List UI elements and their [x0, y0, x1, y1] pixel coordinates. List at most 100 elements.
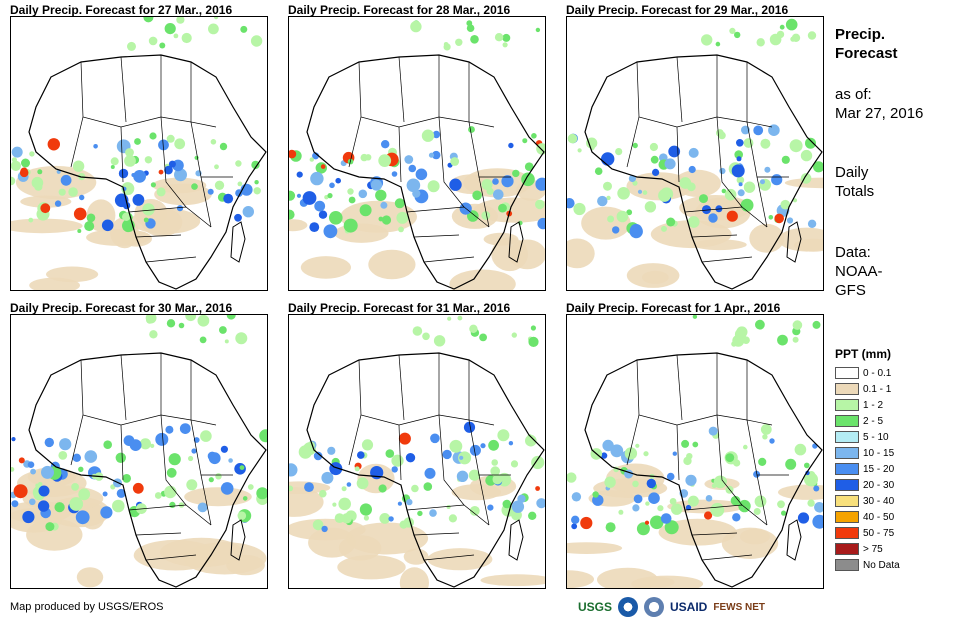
country-border [676, 56, 683, 123]
precip-cell [687, 495, 699, 507]
light-precip-area [480, 574, 545, 587]
legend-swatch [835, 511, 859, 523]
country-border [128, 206, 212, 228]
data-source-line1: Data: [835, 244, 871, 261]
panel-title: Daily Precip. Forecast for 27 Mar., 2016 [10, 3, 233, 17]
country-border [190, 62, 217, 128]
legend-swatch [835, 415, 859, 427]
precip-cell [69, 497, 84, 511]
precip-cell [181, 32, 192, 44]
precip-cell [777, 500, 785, 509]
precip-cell [150, 443, 155, 448]
precip-cell [632, 480, 639, 488]
precip-cell [807, 219, 817, 228]
legend-label: 5 - 10 [863, 431, 889, 443]
precip-cell [586, 137, 598, 149]
legend-swatch [835, 367, 859, 379]
precip-cell [415, 168, 428, 181]
precip-cell [102, 491, 108, 497]
precip-cell [58, 451, 68, 460]
light-precip-area [11, 218, 83, 234]
precip-cell [394, 198, 405, 209]
precip-cell [800, 149, 813, 162]
precip-cell [29, 498, 36, 506]
precip-cell [427, 180, 440, 193]
precip-cell [302, 191, 317, 205]
precip-cell [358, 189, 368, 199]
precip-cell [335, 177, 341, 184]
precip-cell [702, 205, 711, 215]
precip-cell [79, 194, 85, 201]
light-precip-area [674, 169, 721, 197]
precip-cell [31, 176, 44, 189]
precip-cell [169, 501, 176, 508]
precip-cell [600, 452, 608, 459]
precip-cell [406, 498, 413, 506]
precip-cell [224, 339, 229, 344]
precip-cell [381, 140, 390, 149]
precip-cell [388, 516, 394, 522]
precip-cell [240, 25, 248, 33]
precip-cell [165, 425, 174, 434]
panel-title: Daily Precip. Forecast for 30 Mar., 2016 [10, 301, 233, 315]
legend-swatch [835, 399, 859, 411]
precip-cell [391, 454, 404, 467]
precip-cell [28, 217, 34, 223]
precip-cell [199, 336, 207, 344]
precip-cell [45, 522, 55, 532]
precip-cell [448, 514, 457, 523]
precip-cell [320, 164, 326, 169]
precip-cell [380, 201, 388, 209]
country-border [200, 176, 212, 228]
precip-cell [463, 421, 476, 433]
country-border [701, 256, 753, 263]
precip-cell [446, 505, 451, 509]
precip-cell [122, 212, 131, 221]
precip-cell [666, 472, 675, 481]
legend-swatch [835, 543, 859, 555]
precip-cell [93, 144, 98, 149]
precip-cell [347, 188, 354, 195]
precip-cell [168, 453, 181, 466]
precip-cell [313, 451, 323, 461]
precip-cell [237, 181, 243, 187]
precip-cell [220, 482, 234, 495]
precip-cell [289, 209, 295, 220]
legend-item: 50 - 75 [835, 525, 894, 541]
precip-cell [346, 482, 352, 487]
precip-cell [60, 174, 72, 186]
precip-cell [251, 160, 260, 170]
precip-cell [740, 198, 754, 212]
precip-cell [605, 522, 616, 533]
precip-cell [250, 35, 263, 47]
legend-label: 15 - 20 [863, 463, 895, 475]
precip-cell [412, 189, 421, 198]
precip-cell [490, 466, 500, 476]
precip-cell [664, 520, 679, 535]
precip-cell [685, 504, 692, 511]
precip-cell [338, 497, 351, 511]
precip-cell [424, 467, 436, 479]
legend-item: 15 - 20 [835, 461, 894, 477]
precip-cell [133, 170, 146, 183]
precip-cell [813, 161, 823, 173]
precip-cell [242, 206, 254, 218]
asof-date: Mar 27, 2016 [835, 105, 924, 122]
continent-outline [584, 54, 823, 290]
country-border [120, 56, 127, 123]
precip-cell [630, 223, 643, 237]
precip-cell [715, 41, 721, 47]
legend-label: 2 - 5 [863, 415, 884, 427]
light-precip-area [399, 567, 429, 588]
madagascar-outline [786, 221, 802, 263]
precip-cell [178, 502, 185, 508]
precip-cell [319, 489, 327, 498]
precip-cell [314, 200, 326, 212]
precip-cell [103, 440, 112, 449]
precip-cell [37, 500, 50, 512]
precip-cell [385, 449, 395, 458]
precip-cell [234, 213, 242, 222]
precip-cell [511, 332, 517, 338]
country-border [676, 354, 683, 421]
precip-cell [755, 319, 765, 330]
